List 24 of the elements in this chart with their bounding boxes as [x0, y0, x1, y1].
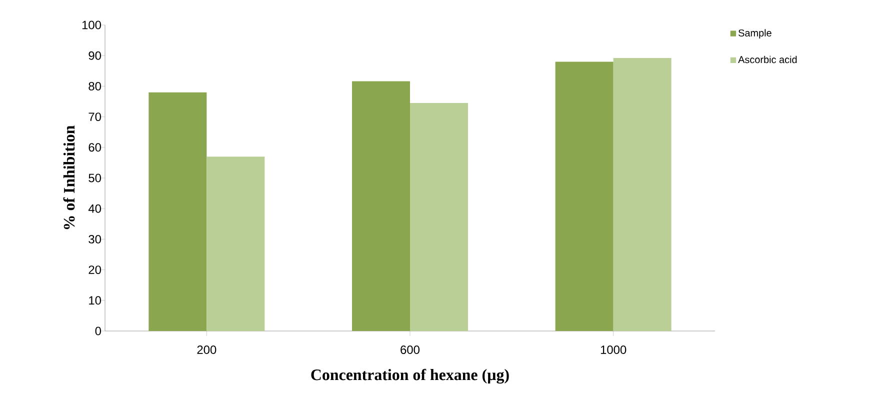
- bar: [410, 103, 468, 331]
- bar: [613, 58, 672, 331]
- bar: [352, 81, 410, 331]
- bar: [148, 92, 207, 331]
- y-tick-label: 10: [89, 296, 102, 305]
- bar: [206, 156, 265, 331]
- y-tick-label: 0: [95, 326, 102, 336]
- x-tick-label: 1000: [600, 346, 626, 354]
- legend-label: Sample: [738, 29, 772, 38]
- y-tick-label: 70: [88, 112, 102, 122]
- y-tick-label: 80: [88, 82, 102, 90]
- y-tick-label: 40: [88, 204, 102, 213]
- y-tick-label: 50: [88, 174, 102, 182]
- y-axis-title: % of Inhibition: [63, 126, 75, 230]
- y-tick-label: 90: [88, 51, 102, 60]
- x-tick-label: 600: [400, 346, 420, 354]
- x-tick-label: 200: [197, 346, 216, 354]
- y-tick-label: 100: [82, 20, 102, 30]
- bar: [555, 62, 614, 331]
- x-axis-title: Concentration of hexane (µg): [311, 368, 509, 384]
- legend-label: Ascorbic acid: [738, 56, 797, 64]
- y-tick-label: 60: [88, 143, 102, 152]
- y-tick-label: 30: [88, 234, 102, 244]
- y-tick-label: 20: [88, 266, 102, 274]
